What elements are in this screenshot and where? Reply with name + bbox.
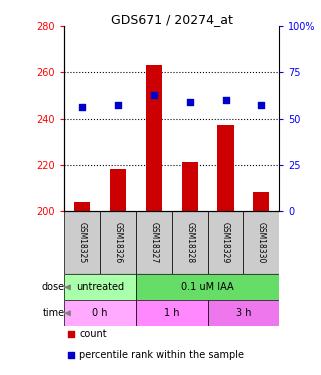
Text: percentile rank within the sample: percentile rank within the sample — [79, 351, 244, 360]
Text: untreated: untreated — [76, 282, 124, 292]
Point — [68, 332, 73, 338]
Text: count: count — [79, 330, 107, 339]
Bar — [74, 202, 90, 211]
Bar — [64, 274, 136, 300]
Point — [187, 99, 192, 105]
Text: 0.1 uM IAA: 0.1 uM IAA — [181, 282, 234, 292]
Point — [151, 93, 156, 99]
Point — [116, 102, 121, 108]
Bar — [253, 192, 269, 211]
Bar — [136, 211, 172, 274]
Text: 3 h: 3 h — [236, 308, 251, 318]
Bar — [172, 211, 208, 274]
Bar — [136, 300, 208, 326]
Point — [80, 104, 85, 110]
Text: GSM18330: GSM18330 — [257, 222, 266, 263]
Text: GSM18325: GSM18325 — [78, 222, 87, 263]
Bar — [208, 211, 243, 274]
Point — [223, 97, 228, 103]
Bar — [64, 300, 136, 326]
Title: GDS671 / 20274_at: GDS671 / 20274_at — [111, 13, 233, 26]
Bar — [64, 211, 100, 274]
Bar — [100, 211, 136, 274]
Bar — [243, 211, 279, 274]
Bar — [110, 170, 126, 211]
Text: time: time — [43, 308, 65, 318]
Bar — [208, 300, 279, 326]
Text: 0 h: 0 h — [92, 308, 108, 318]
Text: GSM18328: GSM18328 — [185, 222, 194, 263]
Text: GSM18329: GSM18329 — [221, 222, 230, 263]
Bar — [136, 274, 279, 300]
Text: GSM18326: GSM18326 — [113, 222, 123, 263]
Bar — [217, 126, 234, 211]
Text: GSM18327: GSM18327 — [149, 222, 158, 263]
Text: 1 h: 1 h — [164, 308, 179, 318]
Point — [259, 102, 264, 108]
Bar — [182, 162, 198, 211]
Point — [68, 352, 73, 358]
Text: dose: dose — [42, 282, 65, 292]
Bar — [146, 66, 162, 211]
